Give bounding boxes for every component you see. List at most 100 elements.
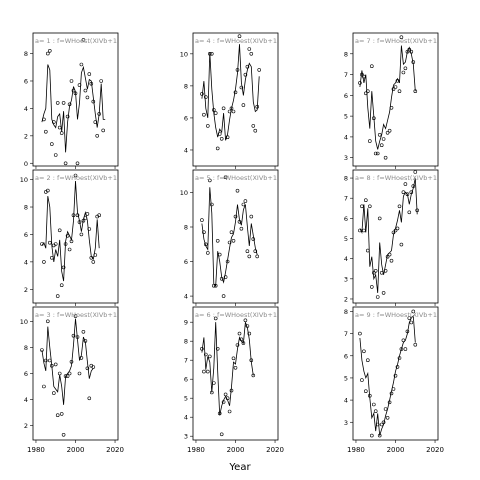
data-point [219, 432, 224, 437]
y-tick-label: 6 [184, 376, 188, 384]
panel-frame [352, 169, 439, 304]
data-point [79, 232, 84, 237]
data-point [411, 184, 416, 188]
data-point [75, 161, 80, 166]
data-point [63, 242, 68, 246]
data-point [401, 338, 406, 343]
panel-strip-label: a= 4 : f=WHoest(XIVb+1 [195, 37, 277, 45]
data-point [206, 369, 210, 374]
data-point [210, 202, 214, 207]
data-point [393, 228, 398, 233]
data-point [389, 106, 394, 110]
data-point [385, 415, 390, 420]
data-point [89, 255, 94, 260]
data-point [53, 153, 58, 157]
data-point [397, 204, 402, 209]
panel-strip-label: a= 3 : f=WHoest(XIVb+1 [35, 311, 117, 319]
data-point [377, 433, 382, 438]
data-point [383, 407, 388, 411]
fitted-line [201, 187, 258, 287]
data-point [405, 329, 410, 334]
data-point [379, 270, 384, 275]
data-point [407, 316, 412, 320]
y-tick-label: 2 [24, 286, 28, 294]
data-point [45, 188, 50, 193]
data-point [55, 413, 60, 418]
data-point [200, 346, 204, 351]
data-point [213, 111, 218, 115]
y-tick-label: 5 [344, 235, 348, 243]
data-point [40, 242, 44, 246]
y-tick-label: 8 [344, 308, 348, 316]
data-point [229, 388, 234, 393]
data-point [87, 396, 92, 401]
data-point [215, 146, 220, 151]
data-point [375, 151, 380, 156]
data-point [93, 253, 98, 257]
data-point [59, 412, 64, 416]
data-point [360, 378, 364, 382]
data-point [251, 124, 256, 128]
data-point [206, 124, 210, 128]
data-point [403, 66, 408, 71]
data-point [77, 371, 82, 376]
data-point [255, 254, 260, 259]
data-point [409, 190, 414, 194]
y-tick-label: 3 [344, 275, 348, 283]
panel-strip-label: a= 8 : f=WHoest(XIVb+1 [355, 174, 437, 182]
data-point [204, 352, 208, 357]
y-tick-label: 6 [24, 77, 28, 85]
data-point [93, 120, 98, 124]
data-point [51, 391, 56, 395]
data-point [204, 242, 208, 247]
data-point [83, 216, 88, 220]
data-point [251, 373, 256, 378]
y-tick-label: 0 [24, 160, 28, 168]
data-point [225, 396, 230, 401]
x-tick-label: 2000 [387, 446, 405, 454]
data-point [89, 81, 94, 86]
panel-frame [192, 169, 279, 304]
data-point [389, 391, 394, 396]
panel-frame [32, 306, 119, 441]
data-point [399, 35, 404, 40]
data-point [363, 91, 368, 96]
y-tick-label: 10 [180, 189, 188, 197]
data-point [69, 359, 74, 364]
data-point [407, 210, 412, 215]
data-point [373, 268, 378, 273]
panels-layer: a= 1 : f=WHoest(XIVb+1 0 2 4 6 8 a= 4 : f=WHoe… [20, 32, 444, 454]
y-tick-label: 6 [344, 215, 348, 223]
panel-strip-label: a= 1 : f=WHoest(XIVb+1 [35, 37, 117, 45]
y-tick-label: 4 [184, 146, 188, 154]
data-point [369, 64, 374, 68]
data-point [233, 214, 238, 219]
x-tick-label: 2000 [227, 446, 245, 454]
y-tick-label: 4 [344, 397, 348, 405]
data-point [367, 204, 372, 209]
data-point [239, 85, 244, 90]
panel-frame [192, 306, 279, 441]
data-point [247, 254, 252, 259]
data-point [53, 362, 58, 367]
fitted-line [41, 64, 106, 153]
data-point [71, 213, 76, 217]
data-point [373, 409, 378, 414]
data-point [241, 202, 246, 207]
x-tick-label: 2020 [266, 446, 284, 454]
y-tick-label: 4 [24, 396, 28, 404]
data-point [77, 83, 82, 87]
data-point [55, 101, 60, 105]
panel-frame [32, 32, 119, 167]
data-point [243, 199, 248, 203]
data-point [413, 89, 418, 93]
data-point [395, 79, 400, 83]
data-point [375, 295, 380, 299]
data-point [45, 51, 50, 56]
data-point [233, 90, 238, 95]
data-point [65, 374, 70, 378]
y-tick-label: 7 [344, 330, 348, 338]
data-point [204, 95, 208, 99]
data-point [97, 112, 101, 116]
data-point [389, 258, 394, 263]
